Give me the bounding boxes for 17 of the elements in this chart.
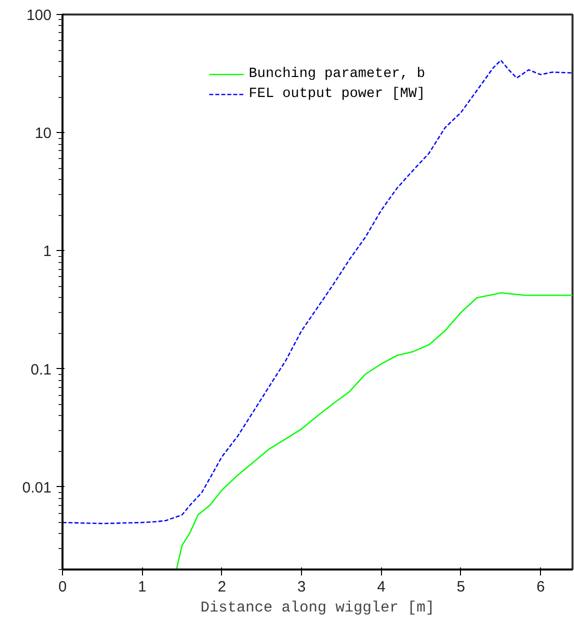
line-series [62, 60, 572, 524]
x-tick-label: 0 [58, 578, 67, 596]
x-tick-label: 6 [536, 578, 545, 596]
y-tick-label: 1 [43, 243, 52, 260]
y-tick-label: 0.1 [30, 361, 52, 378]
x-tick-label: 1 [138, 578, 146, 596]
x-axis-title: Distance along wiggler [m] [200, 600, 435, 616]
y-tick-label: 0.01 [22, 479, 52, 496]
legend-label: FEL output power [MW] [248, 86, 426, 102]
x-tick-label: 4 [377, 578, 386, 596]
y-tick-label: 10 [34, 125, 52, 142]
line-series [176, 292, 572, 570]
x-tick-label: 5 [456, 578, 466, 596]
x-tick-label: 2 [218, 578, 226, 596]
x-tick-label: 3 [297, 578, 306, 596]
y-tick-label: 100 [26, 7, 52, 24]
legend-label: Bunching parameter, b [248, 66, 426, 82]
